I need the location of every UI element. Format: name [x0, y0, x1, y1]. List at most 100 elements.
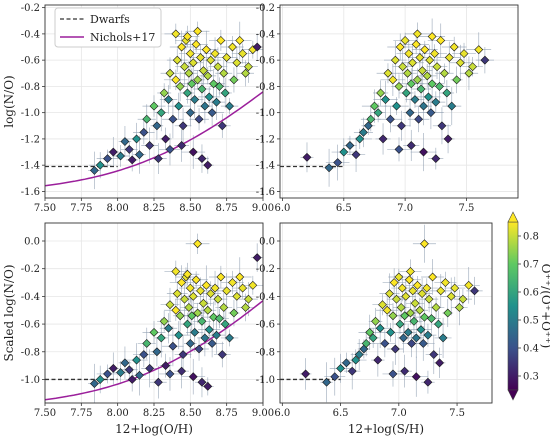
data-point — [214, 314, 224, 323]
data-point — [322, 377, 332, 387]
data-point — [132, 134, 141, 144]
data-point — [228, 42, 237, 52]
data-point — [145, 141, 155, 150]
data-point — [191, 275, 201, 285]
x-tick-label: 6.5 — [336, 203, 352, 214]
data-point — [191, 39, 201, 49]
data-point — [411, 372, 421, 382]
data-point — [177, 141, 187, 150]
data-point — [244, 294, 253, 304]
data-point — [210, 49, 220, 59]
data-point — [354, 350, 364, 359]
data-point — [405, 108, 415, 118]
data-point — [439, 68, 449, 78]
data-point — [174, 101, 184, 111]
data-point — [217, 121, 227, 131]
data-point — [458, 294, 468, 304]
data-point — [142, 114, 152, 124]
data-point — [426, 108, 436, 118]
colorbar-tick-label: 0.4 — [523, 344, 539, 355]
data-point — [400, 311, 410, 321]
data-point — [444, 53, 454, 62]
data-point — [185, 108, 195, 118]
data-point — [358, 127, 368, 137]
data-point — [459, 49, 469, 59]
data-point — [455, 58, 465, 68]
data-point — [194, 114, 204, 124]
colorbar-extend-top — [507, 211, 519, 223]
data-point — [417, 66, 427, 76]
data-point — [429, 350, 439, 359]
data-point — [156, 333, 166, 343]
data-point — [397, 283, 407, 293]
data-point — [419, 101, 428, 111]
data-point — [301, 369, 311, 379]
data-point — [414, 114, 424, 124]
data-point — [388, 75, 398, 85]
data-point — [210, 283, 220, 293]
data-point — [183, 32, 192, 41]
data-point — [183, 319, 192, 329]
data-point — [222, 53, 232, 62]
data-point — [351, 150, 361, 160]
data-point — [341, 358, 351, 368]
data-point — [135, 150, 144, 160]
x-tick-label: 9.00 — [252, 408, 274, 419]
data-point — [153, 377, 163, 387]
data-point — [161, 134, 171, 144]
data-point — [149, 327, 159, 337]
data-point — [196, 53, 205, 62]
data-point — [411, 39, 421, 49]
y-axis-label: log(N/O) — [2, 75, 16, 128]
data-point — [168, 114, 178, 124]
data-point — [468, 62, 478, 72]
data-point — [252, 42, 262, 52]
colorbar-ticks: 0.3 0.4 0.5 0.6 0.7 0.8 — [518, 232, 539, 383]
data-point — [394, 81, 404, 91]
data-point — [164, 95, 173, 104]
data-point — [398, 62, 408, 72]
data-point — [197, 377, 207, 387]
data-point — [355, 134, 365, 144]
x-tick-label: 8.00 — [107, 408, 129, 419]
data-point — [188, 58, 198, 68]
y-tick-label: -1.6 — [256, 187, 275, 198]
data-point — [406, 308, 415, 318]
colorbar-tick-label: 0.6 — [523, 288, 539, 299]
data-point — [165, 144, 175, 154]
data-point — [206, 55, 216, 65]
y-tick-label: -0.4 — [21, 292, 40, 303]
y-tick-label: -1.0 — [21, 375, 40, 386]
y-tick-label: -1.0 — [256, 375, 275, 386]
nichols-curve — [45, 300, 263, 401]
data-point — [142, 339, 152, 348]
data-point — [165, 300, 175, 310]
data-point — [220, 88, 230, 98]
data-point — [95, 160, 105, 170]
data-point — [248, 280, 258, 290]
data-point — [116, 368, 125, 377]
data-point — [395, 42, 405, 52]
data-point — [449, 42, 459, 52]
data-point — [124, 365, 134, 375]
data-point — [373, 108, 383, 118]
data-point — [209, 312, 219, 322]
data-point — [203, 305, 213, 315]
data-point — [232, 291, 242, 301]
data-point — [168, 341, 178, 351]
data-point — [171, 267, 181, 276]
x-tick-label: 6.0 — [275, 203, 291, 214]
data-point — [382, 305, 392, 315]
data-point — [336, 363, 345, 373]
data-point — [438, 333, 448, 343]
data-point — [392, 101, 401, 111]
data-point — [447, 101, 457, 111]
y-tick-label: -0.8 — [21, 82, 40, 93]
data-point — [241, 303, 250, 312]
x-tick-label: 6.5 — [333, 408, 349, 419]
data-point — [165, 369, 175, 379]
data-point — [238, 283, 248, 293]
data-point — [410, 298, 420, 308]
data-point — [397, 121, 406, 131]
data-point — [153, 154, 163, 164]
